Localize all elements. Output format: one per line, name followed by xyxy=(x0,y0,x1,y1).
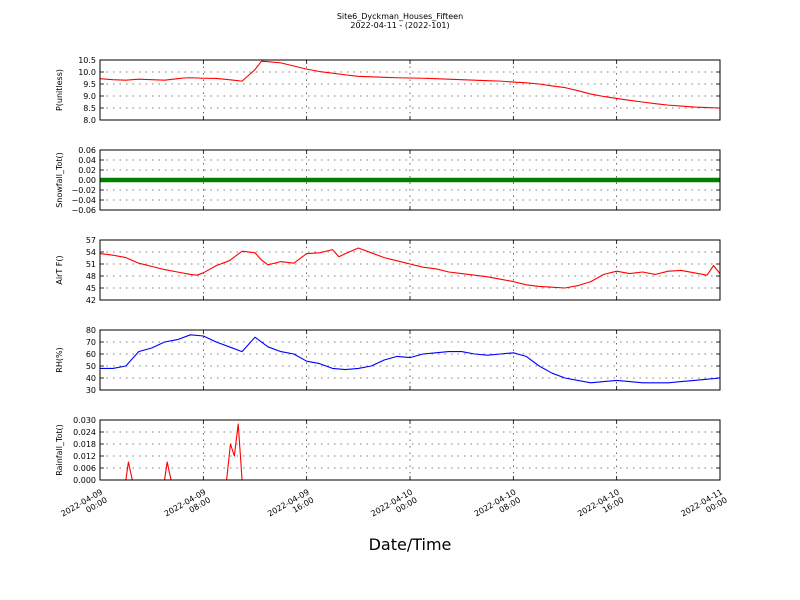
panel-4: 30 40 50 60 70 80 RH(%) xyxy=(55,326,721,395)
x-axis-label: Date/Time xyxy=(369,535,452,554)
y-axis-label: Snowfall_Tot() xyxy=(55,152,64,208)
y-tick-label: 0.04 xyxy=(78,156,96,165)
panel-frame xyxy=(99,329,721,391)
y-tick-label: 0.024 xyxy=(73,428,96,437)
y-tick-label: 10.5 xyxy=(78,56,96,65)
panel-frame xyxy=(99,149,721,211)
panels-group: 8.08.59.09.510.010.5P(unitless)−0.06−0.0… xyxy=(55,56,721,485)
x-tick-label: 2022-04-1100:00 xyxy=(679,487,728,526)
y-tick-label: 0.06 xyxy=(78,146,96,155)
y-tick-label: 42 xyxy=(86,296,96,305)
y-tick-label: 8.0 xyxy=(83,116,96,125)
panel-frame xyxy=(99,419,721,481)
y-tick-label: 30 xyxy=(86,386,96,395)
y-tick-label: 9.5 xyxy=(83,80,96,89)
panel-3: 42 45 48 51 54 57 AirT F() xyxy=(55,236,721,305)
y-tick-label: 8.5 xyxy=(83,104,96,113)
panel-background xyxy=(100,420,720,480)
y-tick-label: −0.02 xyxy=(71,186,96,195)
chart-title: Site6_Dyckman_Houses_Fifteen xyxy=(337,12,463,21)
y-axis-label: P(unitless) xyxy=(55,69,64,111)
panel-background xyxy=(100,60,720,120)
series-line xyxy=(100,334,721,384)
y-tick-label: 60 xyxy=(86,350,96,359)
y-tick-label: 50 xyxy=(86,362,96,371)
y-tick-label: −0.06 xyxy=(71,206,96,215)
x-tick-labels: 2022-04-0900:00 2022-04-0908:00 2022-04-09… xyxy=(59,487,728,526)
y-tick-label: 0.02 xyxy=(78,166,96,175)
panel-1: 8.0 8.5 9.0 9.5 10.0 10.5 P(unitless) xyxy=(55,56,721,125)
y-tick-label: 0.012 xyxy=(73,452,96,461)
series-line xyxy=(99,60,721,109)
y-tick-label: 9.0 xyxy=(83,92,96,101)
panel-frame xyxy=(99,59,721,121)
y-tick-label: 40 xyxy=(86,374,96,383)
y-tick-label: 57 xyxy=(86,236,96,245)
y-tick-label: 45 xyxy=(86,284,96,293)
y-tick-label: 48 xyxy=(86,272,96,281)
y-tick-label: −0.04 xyxy=(71,196,96,205)
x-tick-label: 2022-04-0900:00 xyxy=(59,487,108,526)
x-tick-label: 2022-04-0908:00 xyxy=(163,487,212,526)
y-tick-label: 0.000 xyxy=(73,476,96,485)
y-axis-label: Rainfall_Tot() xyxy=(55,424,64,476)
y-tick-label: 10.0 xyxy=(78,68,96,77)
y-tick-label: 80 xyxy=(86,326,96,335)
x-tick-label: 2022-04-1000:00 xyxy=(369,487,418,526)
panel-5: 0.000 0.006 0.012 0.018 0.024 0.030 Rainfall_T… xyxy=(55,416,721,485)
y-axis-label: RH(%) xyxy=(55,347,64,372)
chart-subtitle: 2022-04-11 - (2022-101) xyxy=(350,21,449,30)
y-axis-label: AirT F() xyxy=(55,255,64,284)
panel-frame xyxy=(99,239,721,301)
x-tick-label: 2022-04-1008:00 xyxy=(473,487,522,526)
y-tick-label: 0.006 xyxy=(73,464,96,473)
y-tick-label: 54 xyxy=(86,248,96,257)
x-tick-label: 2022-04-0916:00 xyxy=(266,487,315,526)
y-tick-label: 51 xyxy=(86,260,96,269)
x-tick-label: 2022-04-1016:00 xyxy=(576,487,625,526)
panel-2: −0.06−0.04−0.020.000.020.040.06 Snowfall_… xyxy=(55,146,721,215)
y-tick-label: 0.030 xyxy=(73,416,96,425)
series-line xyxy=(99,247,721,289)
y-tick-label: 70 xyxy=(86,338,96,347)
panel-background xyxy=(100,240,720,300)
y-tick-label: 0.00 xyxy=(78,176,96,185)
y-tick-label: 0.018 xyxy=(73,440,96,449)
